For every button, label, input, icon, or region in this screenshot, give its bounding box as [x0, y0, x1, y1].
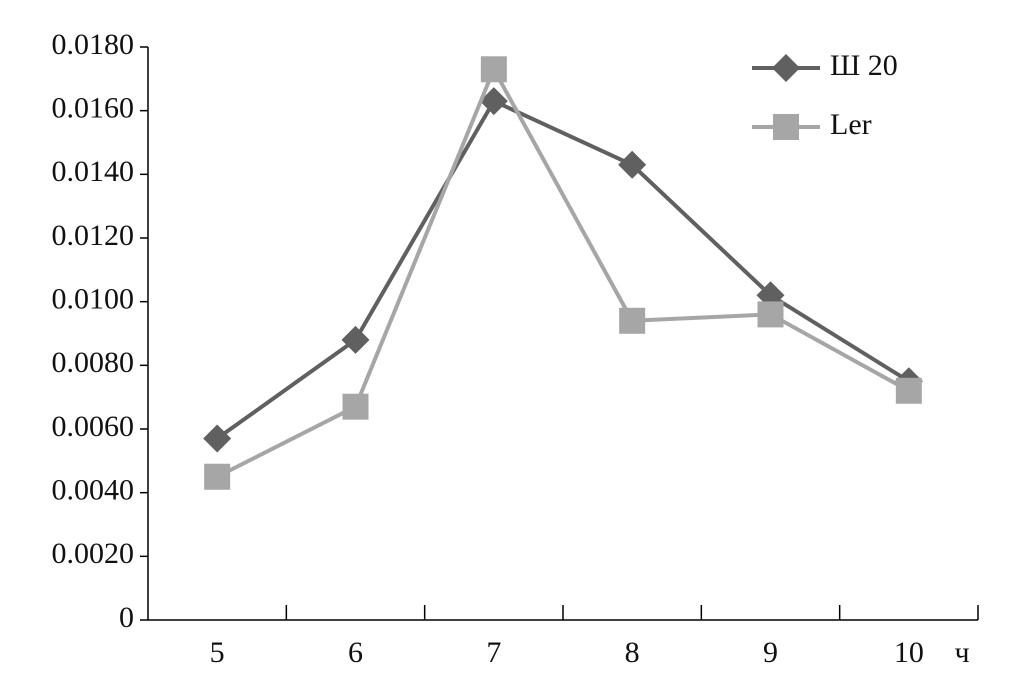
marker: [203, 424, 232, 453]
legend-label: Ш 20: [830, 49, 898, 82]
y-tick-label: 0.0100: [52, 283, 135, 316]
y-tick-label: 0.0020: [52, 537, 135, 570]
marker: [341, 325, 370, 354]
y-tick-label: 0.0180: [52, 28, 135, 61]
x-tick-label: 6: [348, 636, 363, 669]
marker: [772, 54, 800, 82]
marker: [618, 150, 647, 179]
x-tick-label: 8: [625, 636, 640, 669]
y-tick-label: 0.0140: [52, 155, 135, 188]
marker: [204, 463, 231, 490]
series-line: [216, 98, 910, 441]
x-axis-label: ч: [954, 636, 969, 669]
x-tick-label: 5: [210, 636, 225, 669]
marker: [480, 56, 507, 83]
x-tick-label: 10: [894, 636, 924, 669]
y-tick-label: 0.0040: [52, 474, 135, 507]
y-tick-label: 0: [119, 601, 134, 634]
marker: [619, 307, 646, 334]
y-tick-label: 0.0160: [52, 92, 135, 125]
x-tick-label: 9: [763, 636, 778, 669]
marker: [895, 377, 922, 404]
x-tick-label: 7: [486, 636, 501, 669]
y-tick-label: 0.0080: [52, 346, 135, 379]
marker: [757, 301, 784, 328]
y-tick-label: 0.0060: [52, 410, 135, 443]
marker: [342, 393, 369, 420]
legend-label: Ler: [830, 108, 872, 141]
marker: [773, 114, 799, 140]
y-tick-label: 0.0120: [52, 219, 135, 252]
marker: [479, 87, 508, 116]
series-line: [216, 64, 910, 479]
